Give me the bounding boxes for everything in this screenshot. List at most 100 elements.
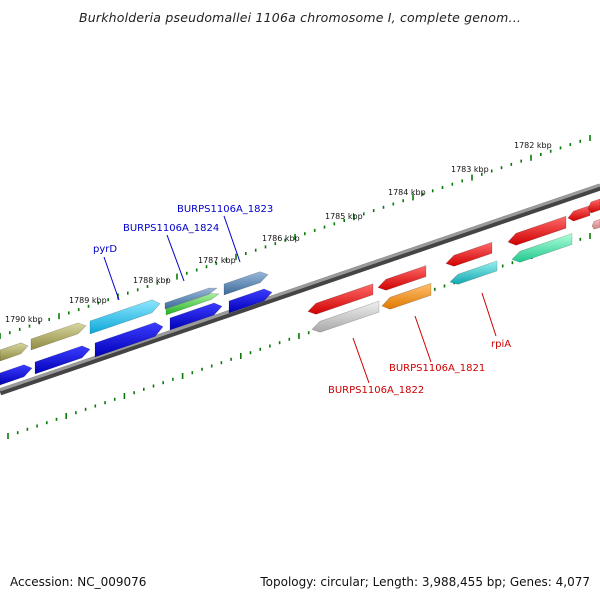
tick-mark	[451, 182, 454, 186]
tick-mark	[36, 424, 38, 428]
tick-mark	[210, 364, 213, 368]
topology-text: Topology: circular; Length: 3,988,455 bp…	[260, 575, 590, 589]
tick-mark	[549, 149, 552, 153]
tick-mark	[274, 242, 277, 246]
tick-mark	[254, 248, 257, 252]
gene-arrow	[30, 322, 87, 351]
scale-ticks	[0, 135, 591, 439]
tick-mark	[123, 393, 126, 399]
scale-label: 1782 kbp	[514, 141, 552, 150]
gene-label-1822: BURPS1106A_1822	[328, 385, 424, 396]
tick-mark	[434, 287, 436, 291]
gene-label-1821: BURPS1106A_1821	[389, 363, 485, 374]
tick-mark	[181, 373, 184, 379]
leader-line-1821	[414, 315, 432, 363]
tick-mark	[579, 139, 581, 143]
tick-mark	[235, 253, 237, 260]
scale-label: 1785 kbp	[325, 212, 363, 221]
gene-arrow	[94, 322, 164, 358]
gene-arrow	[507, 215, 567, 246]
tick-mark	[146, 285, 149, 288]
tick-mark	[201, 367, 203, 371]
tick-mark	[166, 278, 168, 282]
tick-mark	[133, 391, 135, 395]
leader-line-rpiA	[481, 292, 497, 337]
tick-mark	[323, 225, 326, 229]
tick-mark	[107, 298, 109, 302]
tick-mark	[589, 135, 591, 141]
tick-mark	[363, 212, 365, 216]
tick-mark	[461, 179, 463, 183]
tick-mark	[294, 234, 296, 240]
chromosome-backbone	[0, 183, 600, 396]
tick-mark	[490, 169, 493, 173]
tick-mark	[520, 159, 522, 163]
tick-mark	[87, 304, 90, 308]
tick-mark	[382, 205, 385, 209]
gene-label-pyrD: pyrD	[93, 244, 117, 255]
gene-label-1824: BURPS1106A_1824	[123, 223, 219, 234]
tick-mark	[156, 281, 159, 285]
tick-mark	[220, 361, 223, 365]
gene-arrow	[511, 233, 573, 263]
gene-arrow	[223, 271, 269, 296]
scale-label: 1787 kbp	[198, 256, 236, 265]
tick-mark	[205, 265, 208, 269]
gene-arrow	[0, 342, 29, 362]
gene-arrow	[169, 302, 223, 331]
gene-arrow	[377, 265, 427, 291]
leader-line-1822	[352, 337, 370, 384]
gene-label-rpiA: rpiA	[491, 339, 511, 350]
tick-mark	[58, 313, 60, 320]
tick-mark	[162, 381, 164, 385]
gene-arrow	[89, 299, 161, 335]
tick-mark	[113, 397, 116, 401]
tick-mark	[298, 333, 300, 339]
tick-mark	[28, 324, 31, 328]
tick-mark	[176, 273, 178, 280]
tick-mark	[152, 384, 155, 388]
tick-mark	[0, 333, 1, 339]
tick-mark	[307, 331, 310, 335]
scale-label: 1790 kbp	[5, 315, 43, 324]
tick-mark	[284, 238, 286, 242]
tick-mark	[240, 353, 242, 359]
tick-mark	[186, 271, 188, 275]
tick-mark	[9, 331, 11, 335]
tick-mark	[422, 192, 424, 196]
tick-mark	[431, 189, 434, 193]
tick-mark	[278, 341, 281, 345]
tick-mark	[136, 288, 139, 292]
tick-mark	[104, 401, 106, 405]
tick-mark	[195, 268, 198, 272]
tick-mark	[402, 199, 404, 203]
tick-mark	[471, 174, 473, 181]
tick-mark	[313, 228, 316, 232]
gene-arrow	[381, 282, 432, 310]
tick-mark	[143, 387, 145, 391]
tick-mark	[38, 321, 41, 325]
tick-mark	[392, 202, 395, 206]
gene-arrow	[34, 345, 91, 375]
gene-arrow	[0, 364, 33, 386]
tick-mark	[353, 214, 355, 221]
tick-mark	[172, 377, 174, 381]
map-title: Burkholderia pseudomallei 1106a chromoso…	[78, 10, 522, 25]
gene-arrow	[445, 241, 493, 267]
tick-mark	[215, 261, 218, 265]
tick-mark	[94, 404, 97, 408]
scale-label: 1789 kbp	[69, 296, 107, 305]
tick-mark	[333, 222, 336, 226]
scale-label: 1783 kbp	[451, 165, 489, 174]
tick-mark	[269, 344, 271, 348]
tick-mark	[127, 291, 129, 295]
gene-arrow	[587, 198, 600, 214]
tick-mark	[65, 413, 67, 419]
tick-mark	[304, 232, 306, 236]
tick-mark	[191, 371, 194, 375]
gene-label-1823: BURPS1106A_1823	[177, 204, 273, 215]
tick-mark	[501, 264, 504, 268]
tick-mark	[77, 308, 80, 312]
tick-mark	[530, 154, 532, 161]
